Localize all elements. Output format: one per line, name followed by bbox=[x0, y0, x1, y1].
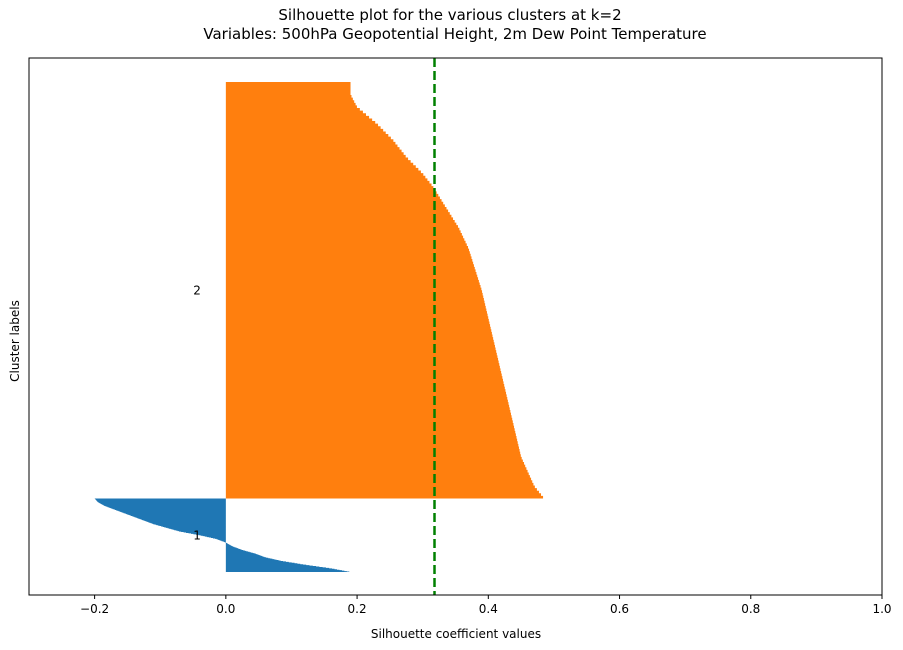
cluster-label-2: 2 bbox=[193, 283, 201, 297]
cluster-label-1: 1 bbox=[193, 528, 201, 542]
x-tick-label: 1.0 bbox=[872, 602, 891, 616]
silhouette-cluster-2 bbox=[225, 82, 544, 499]
x-tick-label: 0.2 bbox=[348, 602, 367, 616]
x-axis-ticks: −0.2 0.0 0.2 0.4 0.6 0.8 1.0 bbox=[80, 595, 892, 616]
axes-frame bbox=[28, 57, 883, 596]
x-axis-label: Silhouette coefficient values bbox=[371, 627, 541, 641]
x-tick-label: −0.2 bbox=[80, 602, 109, 616]
chart-subtitle: Variables: 500hPa Geopotential Height, 2… bbox=[203, 25, 706, 43]
x-tick-label: 0.6 bbox=[610, 602, 629, 616]
chart-title: Silhouette plot for the various clusters… bbox=[278, 6, 621, 24]
silhouette-cluster-1 bbox=[94, 498, 350, 572]
x-tick-label: 0.0 bbox=[216, 602, 235, 616]
plot-area: 12 bbox=[94, 58, 544, 595]
y-axis-label: Cluster labels bbox=[8, 300, 22, 382]
x-tick-label: 0.8 bbox=[741, 602, 760, 616]
x-tick-label: 0.4 bbox=[479, 602, 498, 616]
